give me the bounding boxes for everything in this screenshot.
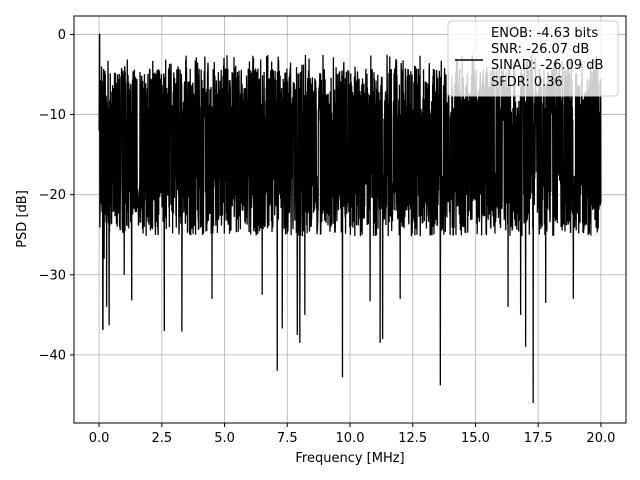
y-tick-label: −20 bbox=[39, 188, 66, 203]
legend-entry-snr: SNR: -26.07 dB bbox=[491, 42, 589, 57]
legend-box bbox=[447, 20, 619, 97]
x-tick-label: 12.5 bbox=[398, 431, 427, 446]
y-tick-label: 0 bbox=[58, 28, 66, 43]
x-axis-ticks: 0.0 2.5 5.0 7.5 10.0 12.5 15.0 17.5 20.0 bbox=[89, 423, 615, 446]
x-tick-label: 15.0 bbox=[461, 431, 490, 446]
legend-entry-sfdr: SFDR: 0.36 bbox=[491, 75, 563, 90]
x-tick-label: 5.0 bbox=[214, 431, 235, 446]
legend: ENOB: -4.63 bits SNR: -26.07 dB SINAD: -… bbox=[447, 20, 619, 97]
y-tick-label: −10 bbox=[39, 108, 66, 123]
legend-entry-sinad: SINAD: -26.09 dB bbox=[491, 58, 603, 73]
psd-series-line bbox=[98, 33, 602, 403]
x-tick-label: 2.5 bbox=[151, 431, 172, 446]
y-axis-label: PSD [dB] bbox=[15, 190, 30, 248]
x-tick-label: 7.5 bbox=[277, 431, 298, 446]
x-tick-label: 0.0 bbox=[89, 431, 110, 446]
x-tick-label: 20.0 bbox=[586, 431, 615, 446]
legend-entry-enob: ENOB: -4.63 bits bbox=[491, 26, 598, 41]
y-tick-label: −30 bbox=[39, 268, 66, 283]
x-tick-label: 17.5 bbox=[524, 431, 553, 446]
y-tick-label: −40 bbox=[39, 348, 66, 363]
series-group bbox=[98, 33, 602, 403]
x-axis-label: Frequency [MHz] bbox=[295, 451, 404, 466]
x-tick-label: 10.0 bbox=[336, 431, 365, 446]
y-axis-ticks: 0 −10 −20 −30 −40 bbox=[39, 28, 74, 363]
